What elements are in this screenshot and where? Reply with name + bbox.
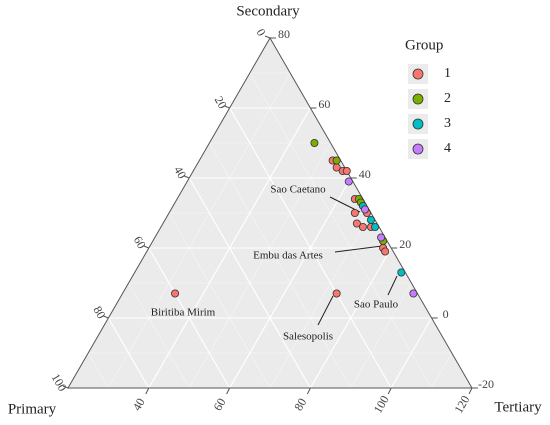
annotation-line bbox=[317, 295, 334, 326]
plot-outline bbox=[67, 36, 473, 389]
point bbox=[332, 289, 341, 298]
minor-grid-line bbox=[87, 352, 109, 389]
point bbox=[344, 177, 353, 186]
legend-label: 2 bbox=[444, 91, 451, 106]
grid-line bbox=[107, 317, 150, 389]
annotation: Sao Caetano bbox=[270, 184, 326, 196]
minor-grid-line bbox=[249, 72, 432, 389]
legend-swatch bbox=[412, 143, 424, 155]
tick-mark bbox=[103, 315, 109, 319]
tick-mark bbox=[145, 387, 150, 395]
annotation: Biritiba Mirim bbox=[151, 307, 216, 319]
annotation-line bbox=[387, 275, 398, 296]
tertiary-axis-title: Tertiary bbox=[494, 399, 542, 415]
point bbox=[360, 205, 369, 214]
secondary-tick-label: 80 bbox=[278, 27, 290, 41]
legend-label: 4 bbox=[444, 141, 451, 156]
tertiary-tick-label: 60 bbox=[210, 396, 228, 413]
legend-label: 3 bbox=[444, 116, 451, 131]
tertiary-tick-label: 80 bbox=[291, 396, 309, 413]
annotation: Embu das Artes bbox=[253, 250, 323, 262]
grid-line bbox=[390, 317, 433, 389]
secondary-tick-label: 40 bbox=[359, 167, 371, 181]
tick-mark bbox=[62, 385, 69, 389]
tick-mark bbox=[143, 245, 149, 249]
tick-mark bbox=[184, 175, 190, 179]
legend-label: 1 bbox=[444, 66, 451, 81]
minor-grid-line bbox=[168, 212, 271, 389]
point bbox=[310, 138, 319, 147]
minor-grid-line bbox=[128, 282, 190, 389]
point bbox=[371, 222, 380, 231]
point bbox=[171, 289, 180, 298]
grid-line bbox=[188, 177, 311, 389]
primary-tick-label: 80 bbox=[90, 304, 108, 321]
point bbox=[397, 268, 406, 277]
minor-grid-line bbox=[108, 72, 291, 389]
secondary-tick-label: 0 bbox=[443, 307, 449, 321]
legend-swatch bbox=[412, 118, 424, 130]
tick-mark bbox=[387, 387, 392, 395]
tick-mark bbox=[226, 387, 231, 395]
tertiary-tick-label: 100 bbox=[371, 393, 392, 416]
tertiary-tick-label: 40 bbox=[130, 396, 148, 413]
point bbox=[409, 289, 418, 298]
minor-grid-line bbox=[269, 212, 372, 389]
grid-line bbox=[229, 177, 352, 389]
grid-line bbox=[148, 107, 311, 389]
tick-mark bbox=[264, 35, 271, 39]
primary-tick-label: 60 bbox=[131, 234, 149, 251]
minor-grid-line bbox=[188, 142, 331, 389]
point bbox=[350, 208, 359, 217]
point bbox=[358, 222, 367, 231]
minor-grid-line bbox=[209, 142, 352, 389]
point bbox=[352, 219, 361, 228]
secondary-axis-title: Secondary bbox=[236, 3, 300, 19]
minor-grid-line bbox=[350, 282, 412, 389]
point bbox=[381, 247, 390, 256]
secondary-tick-label: 20 bbox=[399, 237, 411, 251]
minor-grid-line bbox=[431, 352, 453, 389]
secondary-tick-label: -20 bbox=[478, 377, 494, 391]
annotation: Sao Paulo bbox=[354, 299, 399, 311]
point bbox=[342, 166, 351, 175]
primary-tick-label: 40 bbox=[171, 164, 189, 181]
primary-tick-label: 100 bbox=[49, 371, 70, 394]
annotation: Salesopolis bbox=[283, 331, 333, 343]
primary-tick-label: 20 bbox=[212, 94, 230, 111]
tick-mark bbox=[306, 387, 311, 395]
point bbox=[366, 215, 375, 224]
legend-swatch bbox=[412, 93, 424, 105]
grid-line bbox=[309, 247, 392, 389]
point bbox=[332, 156, 341, 165]
tertiary-tick-label: 120 bbox=[451, 393, 472, 416]
tick-mark bbox=[224, 105, 230, 109]
legend-title: Group bbox=[405, 37, 443, 53]
tick-mark bbox=[468, 387, 473, 395]
legend-swatch bbox=[412, 68, 424, 80]
annotation-line bbox=[334, 245, 383, 253]
primary-axis-title: Primary bbox=[8, 401, 57, 417]
secondary-tick-label: 60 bbox=[318, 97, 330, 111]
point bbox=[377, 233, 386, 242]
